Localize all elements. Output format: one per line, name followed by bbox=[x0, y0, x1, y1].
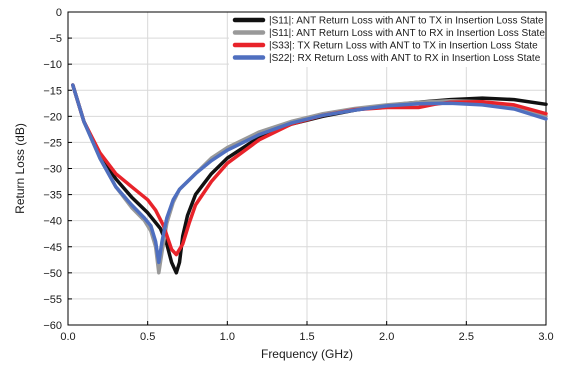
x-tick-label: 3.0 bbox=[538, 331, 553, 343]
x-tick-label: 1.0 bbox=[220, 331, 235, 343]
y-axis-ticks: 0 −5 −10 −15 −20 −25 −30 −35 −40 −45 −50 −55 −60 bbox=[43, 7, 72, 332]
chart-legend: |S11|: ANT Return Loss with ANT to TX in… bbox=[229, 13, 545, 67]
y-tick-label: −15 bbox=[43, 85, 62, 97]
y-tick-label: −55 bbox=[43, 294, 62, 306]
y-tick-label: −30 bbox=[43, 164, 62, 176]
x-tick-label: 0.5 bbox=[140, 331, 155, 343]
x-tick-label: 2.5 bbox=[459, 331, 474, 343]
y-tick-label: 0 bbox=[56, 7, 62, 19]
x-tick-label: 2.0 bbox=[379, 331, 394, 343]
series-line-2 bbox=[71, 83, 548, 275]
legend-label: |S11|: ANT Return Loss with ANT to TX in… bbox=[269, 16, 544, 27]
y-tick-label: −5 bbox=[49, 33, 62, 45]
y-tick-label: −60 bbox=[43, 320, 62, 332]
legend-label: |S33|: TX Return Loss with ANT to TX in … bbox=[269, 41, 538, 52]
y-tick-label: −20 bbox=[43, 111, 62, 123]
y-axis-title: Return Loss (dB) bbox=[13, 123, 27, 214]
x-axis-title: Frequency (GHz) bbox=[261, 347, 353, 361]
series-layer bbox=[71, 83, 548, 275]
x-tick-label: 0.0 bbox=[60, 331, 75, 343]
y-tick-label: −25 bbox=[43, 137, 62, 149]
y-tick-label: −10 bbox=[43, 59, 62, 71]
y-tick-label: −50 bbox=[43, 268, 62, 280]
y-tick-label: −40 bbox=[43, 216, 62, 228]
series-line-1 bbox=[71, 83, 548, 275]
series-line-3 bbox=[71, 83, 548, 257]
legend-label: |S22|: RX Return Loss with ANT to RX in … bbox=[269, 53, 541, 64]
x-axis-ticks: 0.0 0.5 1.0 1.5 2.0 2.5 3.0 bbox=[60, 321, 554, 343]
legend-label: |S11|: ANT Return Loss with ANT to RX in… bbox=[269, 28, 545, 39]
y-tick-label: −45 bbox=[43, 242, 62, 254]
series-line-4 bbox=[71, 83, 548, 265]
legend-background bbox=[229, 13, 541, 67]
x-tick-label: 1.5 bbox=[299, 331, 314, 343]
y-tick-label: −35 bbox=[43, 190, 62, 202]
